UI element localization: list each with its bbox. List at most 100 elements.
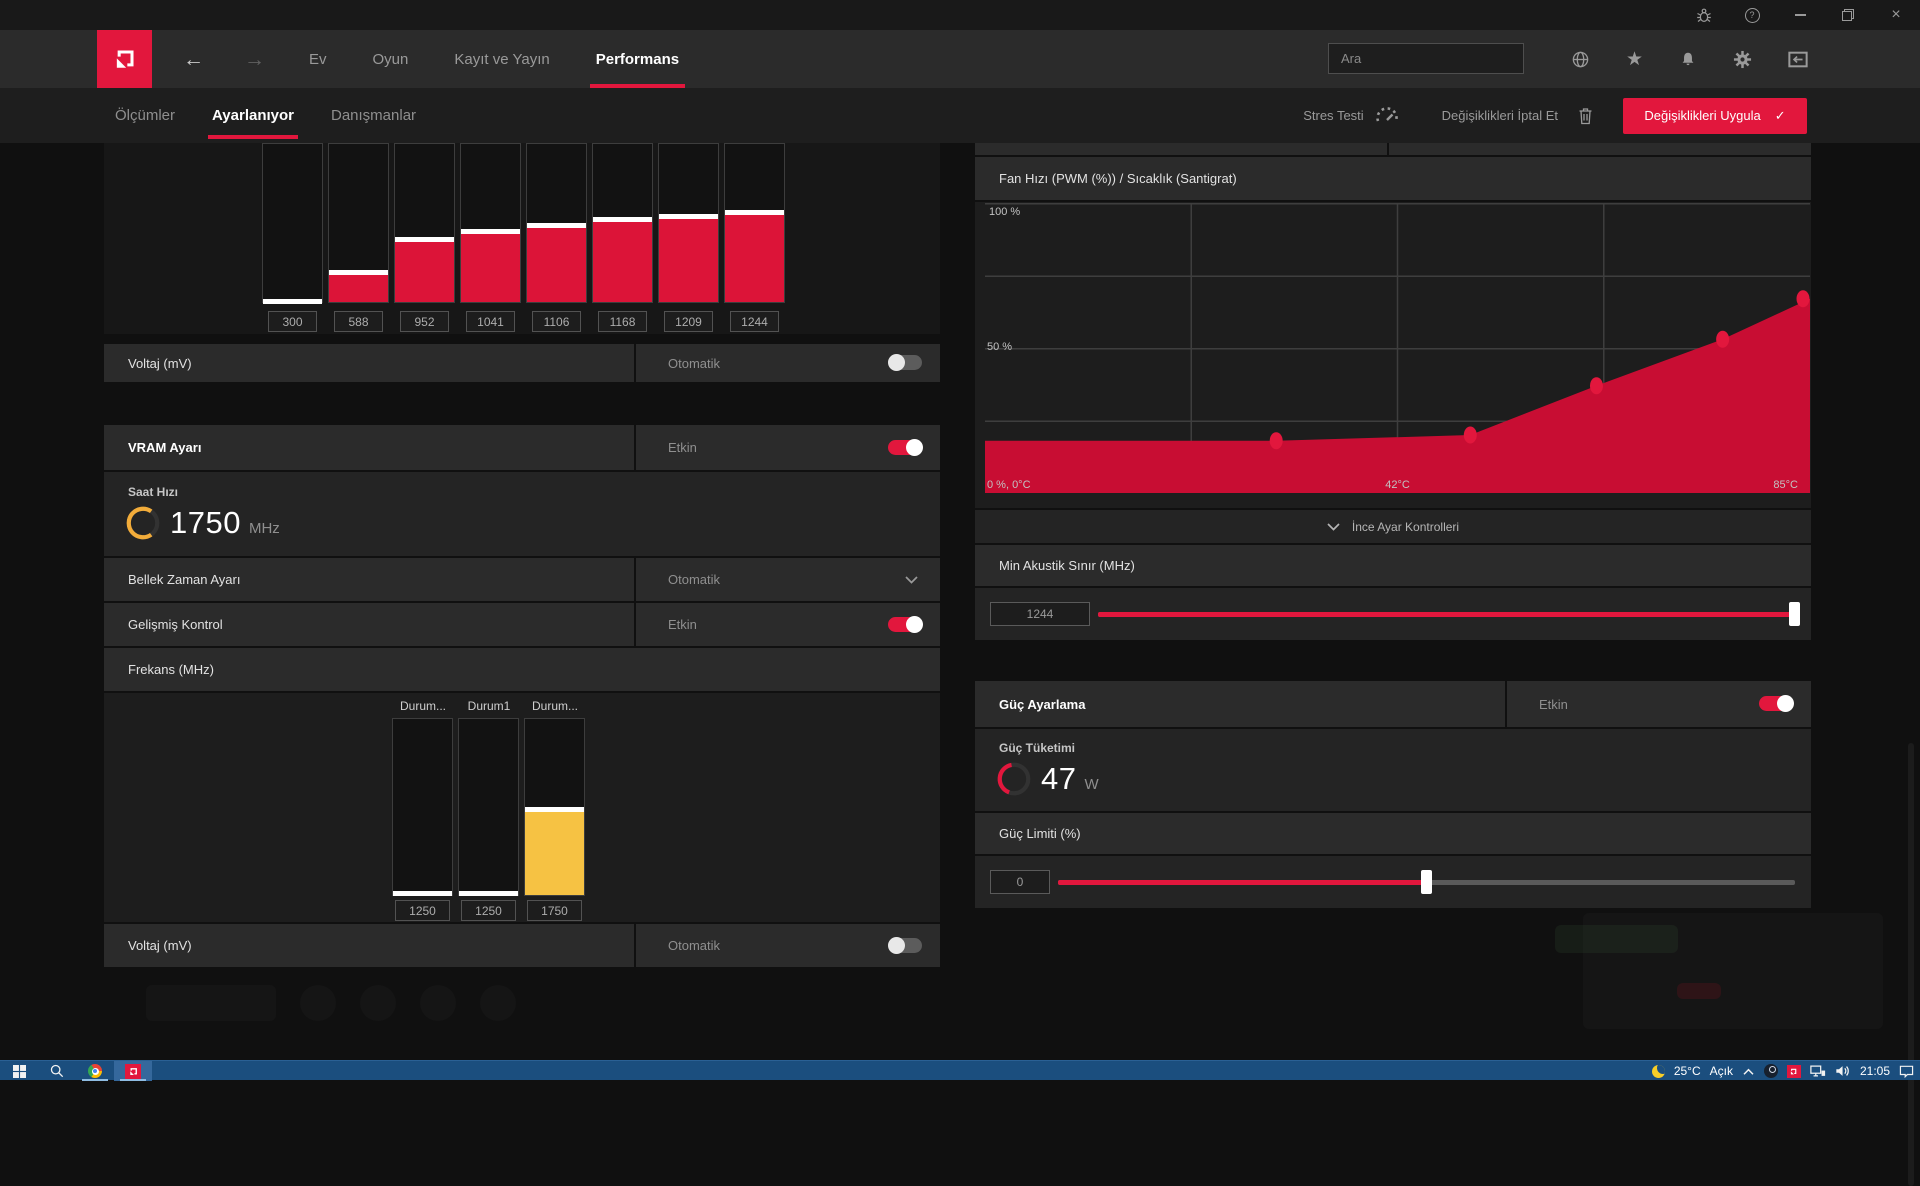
fan-curve-point	[1269, 432, 1283, 450]
power-limit-value-box[interactable]: 0	[990, 870, 1050, 894]
power-consumption-value: 47	[1041, 761, 1077, 796]
tuning-content: 300 588 952 1041 1106 1168 1209 1244 Voltaj (mV…	[0, 143, 1920, 1186]
vram-title: VRAM Ayarı	[128, 440, 202, 455]
vram-clock-unit: MHz	[248, 519, 280, 537]
vram-clock-value: 1750	[170, 505, 241, 540]
gpu-freq-value-box[interactable]: 952	[400, 311, 449, 332]
slider-thumb[interactable]	[1421, 870, 1432, 894]
search-box[interactable]	[1328, 43, 1525, 74]
weather-condition[interactable]: Açık	[1709, 1064, 1733, 1078]
vram-state-chart[interactable]: Durum... 1250 Durum1 1250 Durum... 1750	[104, 693, 940, 922]
taskbar-search-button[interactable]	[38, 1061, 76, 1081]
gpu-tuning-panel: 300 588 952 1041 1106 1168 1209 1244 Voltaj (mV…	[104, 143, 940, 967]
vram-clock-label: Saat Hızı	[128, 485, 179, 499]
discard-changes-label: Değişiklikleri İptal Et	[1441, 108, 1558, 123]
memory-timing-row: Bellek Zaman Ayarı Otomatik	[104, 558, 940, 601]
subtab-olcumler[interactable]: Ölçümler	[115, 107, 176, 124]
taskbar-chrome-button[interactable]	[76, 1061, 114, 1081]
gpu-freq-bar[interactable]	[460, 143, 521, 303]
vram-state-label: Durum...	[531, 699, 578, 713]
gpu-freq-bar[interactable]	[592, 143, 653, 303]
volume-tray-icon[interactable]	[1835, 1064, 1851, 1078]
vram-state-bar[interactable]	[458, 718, 519, 897]
vram-state-value-box[interactable]: 1250	[395, 900, 450, 921]
vram-state-value-box[interactable]: 1250	[461, 900, 516, 921]
star-icon[interactable]: ★	[1625, 48, 1643, 70]
weather-temp[interactable]: 25°C	[1673, 1064, 1701, 1078]
power-limit-slider[interactable]	[1058, 870, 1795, 894]
gpu-freq-value-box[interactable]: 1209	[664, 311, 713, 332]
vram-state-value-box[interactable]: 1750	[527, 900, 582, 921]
advanced-control-toggle[interactable]	[888, 615, 923, 633]
power-limit-header-row: Güç Limiti (%)	[975, 813, 1811, 854]
nav-tab-ev[interactable]: Ev	[309, 50, 327, 68]
start-button[interactable]	[0, 1061, 38, 1081]
dock-left-icon[interactable]	[1788, 51, 1808, 68]
gpu-freq-bar[interactable]	[328, 143, 389, 303]
gpu-freq-bar[interactable]	[526, 143, 587, 303]
gpu-freq-value-box[interactable]: 588	[334, 311, 383, 332]
taskbar-amd-button[interactable]	[114, 1061, 152, 1081]
background-artifact	[146, 985, 276, 1021]
amd-tray-icon[interactable]	[1786, 1064, 1801, 1078]
close-button[interactable]: ×	[1872, 0, 1920, 30]
bug-report-button[interactable]	[1680, 0, 1728, 30]
forward-button[interactable]: →	[244, 47, 265, 71]
tray-chevron-up-icon[interactable]	[1742, 1067, 1755, 1076]
gpu-freq-bar[interactable]	[658, 143, 719, 303]
apply-changes-button[interactable]: Değişiklikleri Uygula ✓	[1623, 97, 1807, 134]
gpu-freq-chart[interactable]: 300 588 952 1041 1106 1168 1209 1244	[104, 143, 940, 334]
memory-timing-select[interactable]: Otomatik	[636, 558, 940, 601]
gpu-freq-value-box[interactable]: 1168	[598, 311, 647, 332]
gpu-freq-bar[interactable]	[262, 143, 323, 304]
gpu-freq-value-box[interactable]: 1041	[466, 311, 515, 332]
steam-tray-icon[interactable]	[1763, 1064, 1778, 1078]
vram-state-label: Durum...	[399, 699, 446, 713]
nav-tab-performans[interactable]: Performans	[589, 30, 686, 88]
min-acoustic-slider[interactable]	[1098, 602, 1800, 626]
bell-icon[interactable]	[1679, 50, 1697, 68]
vram-freq-header-row: Frekans (MHz)	[104, 648, 940, 691]
gpu-voltage-value: Otomatik	[668, 355, 721, 371]
gpu-freq-value-box[interactable]: 300	[268, 311, 317, 332]
vram-header-row: VRAM Ayarı Etkin	[104, 425, 940, 470]
restore-button[interactable]	[1824, 0, 1872, 30]
slider-thumb[interactable]	[1788, 602, 1800, 626]
weather-moon-icon[interactable]	[1651, 1064, 1665, 1078]
vram-state-bar[interactable]	[524, 718, 585, 896]
chrome-icon	[88, 1064, 102, 1078]
help-button[interactable]: ?	[1728, 0, 1776, 30]
discard-changes-button[interactable]: Değişiklikleri İptal Et	[1442, 107, 1593, 125]
amd-logo[interactable]	[97, 30, 152, 88]
subtab-ayarlaniyor[interactable]: Ayarlanıyor	[208, 88, 298, 143]
minimize-button[interactable]	[1776, 0, 1824, 30]
memory-timing-value: Otomatik	[668, 572, 721, 587]
vram-enabled-toggle[interactable]	[888, 438, 923, 456]
fan-curve-point	[1796, 290, 1810, 308]
nav-tab-kayit-ve-yayin[interactable]: Kayıt ve Yayın	[454, 50, 550, 68]
notifications-tray-icon[interactable]	[1899, 1065, 1914, 1078]
gpu-freq-value-box[interactable]: 1244	[730, 311, 779, 332]
network-tray-icon[interactable]	[1810, 1064, 1826, 1078]
gpu-freq-bar[interactable]	[394, 143, 455, 303]
gear-icon[interactable]	[1733, 50, 1752, 69]
content-scrollbar[interactable]	[1908, 743, 1914, 1186]
gpu-voltage-toggle[interactable]	[888, 354, 922, 371]
power-enabled-toggle[interactable]	[1759, 695, 1794, 712]
power-title: Güç Ayarlama	[999, 696, 1086, 712]
fan-curve-svg[interactable]	[985, 203, 1810, 493]
clock[interactable]: 21:05	[1859, 1064, 1890, 1078]
min-acoustic-value-box[interactable]: 1244	[990, 602, 1090, 626]
subtab-danismanlar[interactable]: Danışmanlar	[331, 107, 417, 124]
stress-test-button[interactable]: Stres Testi	[1303, 106, 1399, 125]
back-button[interactable]: ←	[183, 47, 204, 71]
vram-voltage-toggle[interactable]	[888, 936, 922, 954]
fine-controls-expander[interactable]: İnce Ayar Kontrolleri	[975, 510, 1811, 543]
gpu-freq-bar[interactable]	[724, 143, 785, 303]
nav-tab-oyun[interactable]: Oyun	[372, 50, 409, 68]
vram-clock-block: Saat Hızı 1750 MHz	[104, 472, 940, 556]
globe-icon[interactable]	[1571, 50, 1590, 69]
search-input[interactable]	[1329, 51, 1525, 66]
vram-state-bar[interactable]	[392, 718, 453, 897]
gpu-freq-value-box[interactable]: 1106	[532, 311, 581, 332]
